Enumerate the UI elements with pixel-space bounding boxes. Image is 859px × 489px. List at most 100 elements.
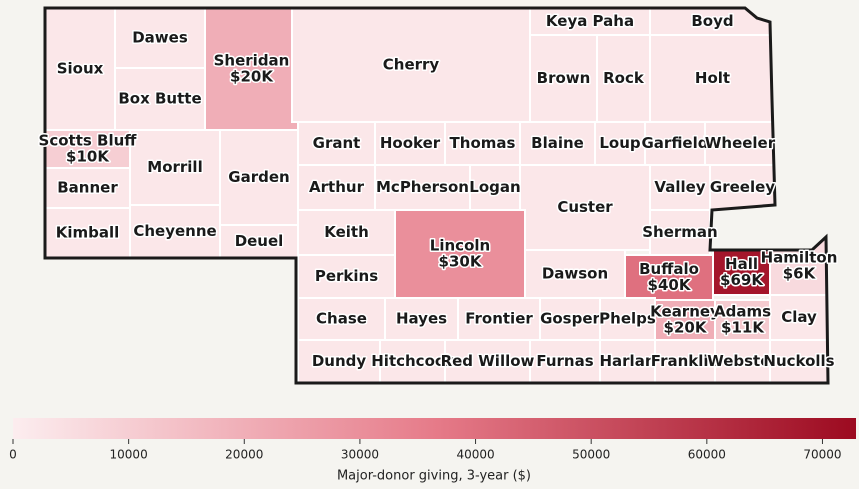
county-name: Sioux [57,60,104,78]
county-name: Banner [57,179,118,197]
county-name: Webster [707,352,778,370]
colorbar-tick-label: 50000 [572,448,610,462]
county [709,164,776,211]
county [519,164,651,251]
colorbar-tick-label: 10000 [110,448,148,462]
county-name: Grant [313,134,361,152]
county-name: Hall [725,255,758,273]
colorbar [13,418,856,439]
colorbar-tick-label: 30000 [341,448,379,462]
county-name: Hayes [396,310,447,328]
county-name: Deuel [235,232,284,250]
county [297,254,396,299]
county-name: Chase [316,310,367,328]
county-name: Sheridan [214,52,290,70]
county [45,167,131,209]
county-name: Arthur [309,178,365,196]
county-name: Holt [695,69,730,87]
county [297,164,376,211]
county-value: $40K [648,276,692,294]
county-name: Rock [603,69,645,87]
county [649,164,711,211]
state-outline [43,6,830,385]
county-name: Franklin [651,352,719,370]
colorbar-tick-label: 20000 [225,448,263,462]
county-name: Lincoln [430,237,490,255]
county-name: Logan [469,178,520,196]
county [714,339,771,383]
county [529,339,601,383]
county-value: $30K [439,253,483,271]
county-name: Loup [599,134,641,152]
county-name: Brown [537,69,591,87]
county [444,121,521,166]
county-name: Blaine [531,134,584,152]
county-name: Buffalo [639,260,699,278]
colorbar-tick-label: 70000 [803,448,841,462]
county [654,299,716,341]
county-name: Dawes [132,29,188,47]
county-name: Kearney [650,303,720,321]
county-name: Keya Paha [546,12,634,30]
county-name: Custer [557,198,613,216]
county-name: Thomas [450,134,516,152]
county-name: Furnas [536,352,593,370]
county [374,121,446,166]
county-name: Adams [714,303,771,321]
county-name: Hamilton [761,249,838,267]
county-name: Dundy [312,352,367,370]
county-name: Gosper [540,310,600,328]
county-name: Boyd [691,12,733,30]
county [114,8,206,69]
county-value: $11K [721,319,765,337]
county-name: Hitchcock [371,352,455,370]
counties [45,8,828,383]
county [529,34,598,123]
county-name: Morrill [147,158,202,176]
county [384,297,459,341]
colorbar-tick-label: 60000 [688,448,726,462]
colorbar-tick-label: 0 [9,448,17,462]
county-name: Garfield [641,134,708,152]
county [769,339,828,383]
county-name: Valley [654,178,705,196]
county [379,339,446,383]
county-name: Red Willow [441,352,535,370]
county [204,8,299,131]
county-name: Frontier [465,310,533,328]
county [524,249,626,299]
county-value: $10K [66,148,110,166]
county-name: Greeley [710,178,775,196]
county-name: Wheeler [705,134,776,152]
county [291,8,531,123]
county [654,339,716,383]
county-name: Nuckolls [763,352,834,370]
county-name: Dawson [542,265,608,283]
county-name: Box Butte [118,90,201,108]
colorbar-label: Major-donor giving, 3-year ($) [337,469,531,484]
county [444,339,531,383]
county-value: $69K [720,271,764,289]
county [297,209,396,256]
county-name: Keith [324,223,369,241]
county-name: Scotts Bluff [39,132,138,150]
county-name: Phelps [599,310,656,328]
colorbar-tick-label: 40000 [456,448,494,462]
county [129,204,221,259]
county-name: Garden [228,168,289,186]
county-name: Harlan [599,352,655,370]
county-name: Sherman [642,223,717,241]
county-name: Kimball [56,224,120,242]
county [129,129,221,206]
county-name: Cherry [383,56,440,74]
county-name: Clay [781,308,817,326]
county-name: Perkins [315,267,378,285]
county [219,129,299,226]
county-name: Cheyenne [133,222,216,240]
county-value: $20K [664,319,708,337]
county-value: $20K [230,68,274,86]
county-name: Hooker [380,134,441,152]
county-value: $6K [783,265,817,283]
